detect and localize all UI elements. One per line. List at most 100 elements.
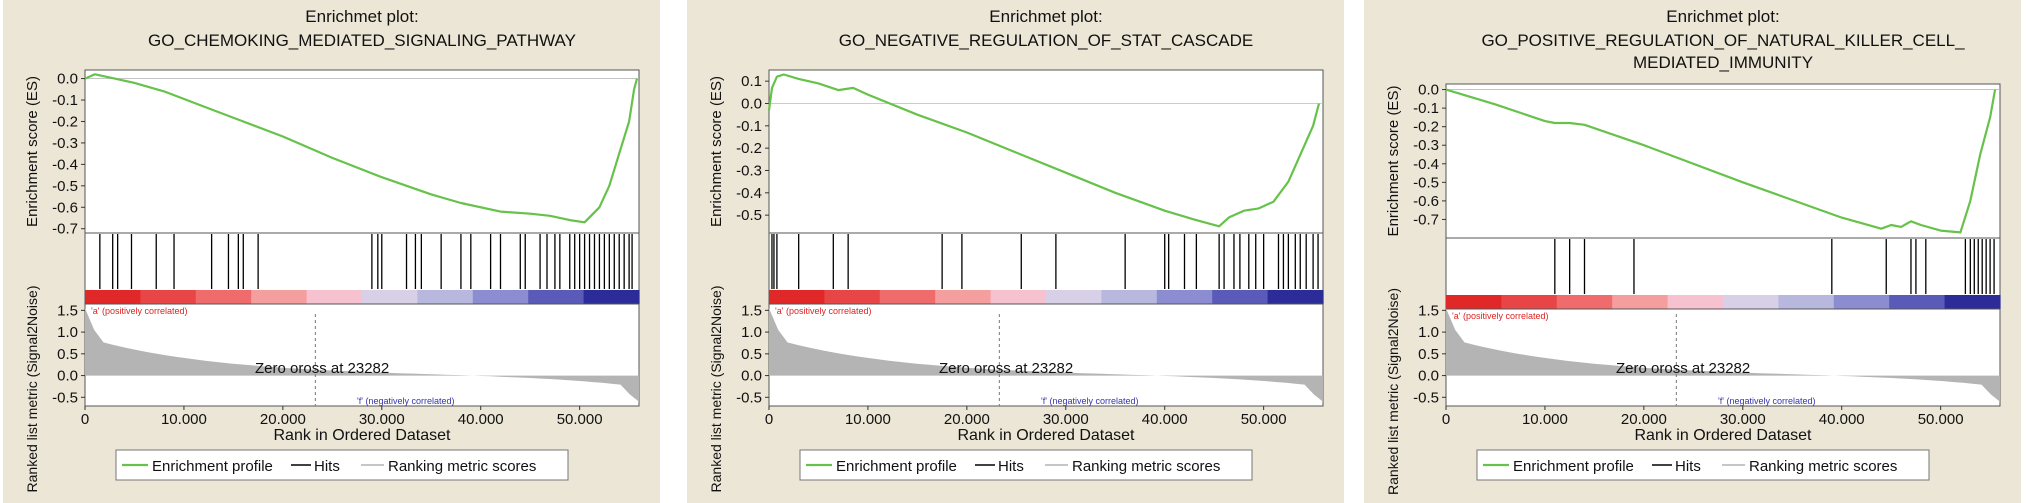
heat-bar-segment xyxy=(990,290,1047,304)
plot-area xyxy=(768,69,1324,407)
heat-bar-segment xyxy=(1833,295,1890,309)
legend-hits-label: Hits xyxy=(1675,458,1701,475)
x-axis-label: Rank in Ordered Dataset xyxy=(1635,427,1813,444)
positive-correlated-label: 'a' (positively correlated) xyxy=(775,306,871,316)
legend-box xyxy=(799,449,1253,481)
legend-box xyxy=(1476,449,1930,481)
es-y-axis-label: Enrichment score (ES) xyxy=(1385,86,1402,237)
heat-bar-segment xyxy=(1944,295,2001,309)
legend-metric-label: Ranking metric scores xyxy=(1072,458,1220,475)
heat-bar-segment xyxy=(1446,295,1502,309)
heat-bar-segment xyxy=(824,290,881,304)
heat-bar-segment xyxy=(879,290,936,304)
es-ytick-label: -0.2 xyxy=(52,113,78,130)
enrichment-panel-2: Enrichmet plot: GO_NEGATIVE_REGULATION_OF… xyxy=(687,0,1344,503)
x-axis-label: Rank in Ordered Dataset xyxy=(958,427,1136,444)
rank-y-axis-label: Ranked list metric (Signal2Noise) xyxy=(1385,288,1401,495)
es-ytick-label: -0.5 xyxy=(1413,174,1439,191)
xtick-label: 50.000 xyxy=(1918,411,1964,428)
heat-bar-segment xyxy=(935,290,992,304)
heat-bar-segment xyxy=(1101,290,1158,304)
es-ytick-label: -0.4 xyxy=(1413,156,1439,173)
rank-ytick-label: 0.5 xyxy=(1418,346,1439,363)
positive-correlated-label: 'a' (positively correlated) xyxy=(1452,311,1548,321)
enrichment-panel-1: Enrichmet plot: GO_CHEMOKING_MEDIATED_SIG… xyxy=(3,0,660,503)
es-ytick-label: -0.2 xyxy=(736,140,762,157)
xtick-label: 40.000 xyxy=(1142,411,1188,428)
xtick-label: 20.000 xyxy=(944,411,990,428)
heat-bar-segment xyxy=(1046,290,1102,304)
chart-title-line: GO_POSITIVE_REGULATION_OF_NATURAL_KILLER… xyxy=(1481,31,1965,50)
legend-hits-label: Hits xyxy=(314,458,340,475)
es-ytick-label: -0.2 xyxy=(1413,119,1439,136)
heat-bar-segment xyxy=(417,290,474,304)
heat-bar-segment xyxy=(1267,290,1324,304)
heat-bar-segment xyxy=(1156,290,1213,304)
x-axis-label: Rank in Ordered Dataset xyxy=(274,427,452,444)
zero-cross-label: Zero oross at 23282 xyxy=(1616,360,1750,377)
rank-ytick-label: 1.5 xyxy=(1418,302,1439,319)
rank-ytick-label: 1.0 xyxy=(741,324,762,341)
es-ytick-label: 0.1 xyxy=(741,73,762,90)
legend-hits-label: Hits xyxy=(998,458,1024,475)
chart-title-line: Enrichmet plot: xyxy=(989,7,1102,26)
es-ytick-label: -0.6 xyxy=(1413,193,1439,210)
es-ytick-label: -0.5 xyxy=(52,178,78,195)
enrichment-chart-2: Enrichmet plot: GO_NEGATIVE_REGULATION_OF… xyxy=(708,7,1324,493)
es-y-axis-label: Enrichment score (ES) xyxy=(24,76,41,227)
enrichment-profile-line xyxy=(84,73,639,224)
heat-bar-segment xyxy=(85,290,141,304)
es-ytick-label: -0.3 xyxy=(736,162,762,179)
heat-bar-segment xyxy=(1612,295,1669,309)
negative-correlated-label: 'f' (negatively correlated) xyxy=(1718,396,1815,406)
xtick-label: 50.000 xyxy=(557,411,603,428)
xtick-label: 0 xyxy=(765,411,773,428)
zero-cross-label: Zero oross at 23282 xyxy=(255,360,389,377)
xtick-label: 0 xyxy=(81,411,89,428)
chart-title-line: Enrichmet plot: xyxy=(305,7,418,26)
rank-ytick-label: -0.5 xyxy=(52,389,78,406)
enrichment-panel-3: Enrichmet plot: GO_POSITIVE_REGULATION_OF… xyxy=(1364,0,2021,503)
chart-title-line: GO_NEGATIVE_REGULATION_OF_STAT_CASCADE xyxy=(839,31,1253,50)
rank-ytick-label: 0.0 xyxy=(57,368,78,385)
enrichment-chart-3: Enrichmet plot: GO_POSITIVE_REGULATION_OF… xyxy=(1385,7,2001,495)
es-ytick-label: 0.0 xyxy=(57,71,78,88)
rank-ytick-label: 0.0 xyxy=(741,368,762,385)
positive-correlated-label: 'a' (positively correlated) xyxy=(91,306,187,316)
negative-correlated-label: 'f' (negatively correlated) xyxy=(1041,396,1138,406)
legend-metric-label: Ranking metric scores xyxy=(388,458,536,475)
xtick-label: 30.000 xyxy=(359,411,405,428)
heat-bar-segment xyxy=(472,290,529,304)
heat-bar-segment xyxy=(140,290,197,304)
xtick-label: 0 xyxy=(1442,411,1450,428)
rank-ytick-label: 1.5 xyxy=(741,302,762,319)
rank-y-axis-label: Ranked list metric (Signal2Noise) xyxy=(24,286,40,493)
rank-ytick-label: 0.0 xyxy=(1418,368,1439,385)
heat-bar-segment xyxy=(362,290,418,304)
rank-ytick-label: -0.5 xyxy=(1413,389,1439,406)
es-ytick-label: -0.3 xyxy=(1413,137,1439,154)
rank-ytick-label: 1.0 xyxy=(57,324,78,341)
enrichment-chart-1: Enrichmet plot: GO_CHEMOKING_MEDIATED_SIG… xyxy=(24,7,640,493)
xtick-label: 10.000 xyxy=(1522,411,1568,428)
chart-title-line: GO_CHEMOKING_MEDIATED_SIGNALING_PATHWAY xyxy=(148,31,576,50)
rank-ytick-label: 0.5 xyxy=(57,346,78,363)
rank-y-axis-label: Ranked list metric (Signal2Noise) xyxy=(708,286,724,493)
es-ytick-label: -0.6 xyxy=(52,199,78,216)
xtick-label: 40.000 xyxy=(1819,411,1865,428)
es-ytick-label: -0.3 xyxy=(52,135,78,152)
xtick-label: 40.000 xyxy=(458,411,504,428)
rank-ytick-label: -0.5 xyxy=(736,389,762,406)
heat-bar-segment xyxy=(195,290,252,304)
es-y-axis-label: Enrichment score (ES) xyxy=(708,76,725,227)
enrichment-profile-line xyxy=(767,73,1321,228)
heat-bar-segment xyxy=(1667,295,1724,309)
legend-box xyxy=(115,449,569,481)
es-ytick-label: 0.0 xyxy=(741,95,762,112)
xtick-label: 50.000 xyxy=(1241,411,1287,428)
heat-bar-segment xyxy=(528,290,585,304)
legend-profile-label: Enrichment profile xyxy=(1513,458,1634,475)
plot-area xyxy=(1445,83,2001,407)
xtick-label: 30.000 xyxy=(1043,411,1089,428)
rank-ytick-label: 1.5 xyxy=(57,302,78,319)
